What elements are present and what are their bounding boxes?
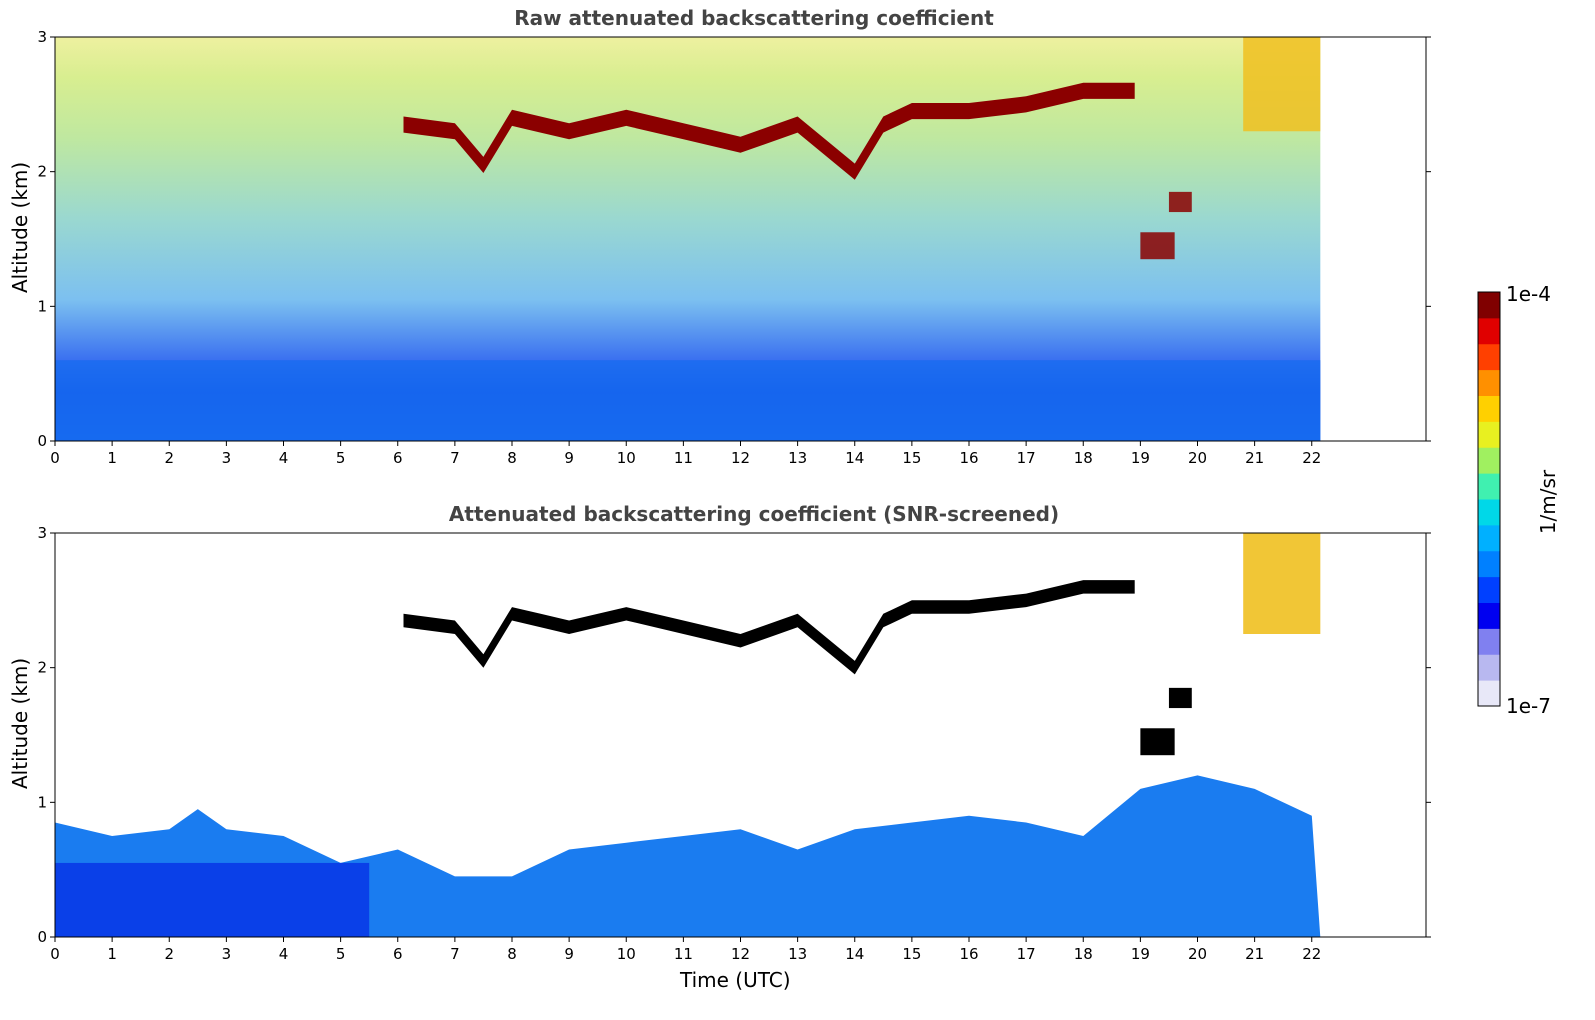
x-tick-label: 3 bbox=[222, 945, 232, 963]
y-tick-label: 0 bbox=[37, 432, 47, 450]
x-tick-label: 8 bbox=[507, 945, 517, 963]
x-tick-label: 22 bbox=[1302, 945, 1321, 963]
x-tick-label: 4 bbox=[279, 449, 289, 467]
colorbar-frame bbox=[1477, 291, 1501, 707]
x-tick-label: 2 bbox=[164, 449, 174, 467]
colorbar-min-label: 1e-7 bbox=[1506, 694, 1551, 718]
y-tick-label: 2 bbox=[37, 163, 47, 181]
screened-cloud-layer bbox=[403, 580, 1135, 675]
x-tick-label: 5 bbox=[336, 945, 346, 963]
x-tick-label: 5 bbox=[336, 449, 346, 467]
feature-3 bbox=[1168, 191, 1192, 213]
cloud-layer-band bbox=[403, 82, 1135, 180]
x-tick-label: 21 bbox=[1245, 945, 1264, 963]
x-tick-label: 17 bbox=[1017, 449, 1036, 467]
colorbar-segment bbox=[1478, 395, 1500, 422]
x-tick-label: 14 bbox=[845, 449, 864, 467]
colorbar-segment bbox=[1478, 576, 1500, 603]
colorbar-segment bbox=[1478, 421, 1500, 448]
x-tick-label: 11 bbox=[674, 945, 693, 963]
top-panel-title: Raw attenuated backscattering coefficien… bbox=[514, 6, 994, 30]
colorbar-segment bbox=[1478, 317, 1500, 345]
x-tick-label: 18 bbox=[1074, 449, 1093, 467]
colorbar-segment bbox=[1478, 628, 1500, 655]
screened-cloud-mid bbox=[1168, 687, 1192, 709]
x-tick-label: 14 bbox=[845, 945, 864, 963]
x-tick-label: 1 bbox=[107, 945, 117, 963]
x-tick-label: 16 bbox=[959, 449, 978, 467]
x-tick-label: 12 bbox=[731, 945, 750, 963]
colorbar-segment bbox=[1478, 473, 1500, 500]
colorbar-segment bbox=[1478, 447, 1500, 474]
screened-high-signal bbox=[1243, 533, 1321, 634]
colorbar-unit-label: 1/m/sr bbox=[1536, 469, 1560, 535]
x-tick-label: 7 bbox=[450, 449, 460, 467]
colorbar-segment bbox=[1478, 499, 1500, 526]
colorbar-segment bbox=[1478, 524, 1500, 552]
y-tick-label: 1 bbox=[37, 793, 47, 811]
colorbar-segment bbox=[1478, 654, 1500, 681]
y-tick-label: 1 bbox=[37, 297, 47, 315]
x-tick-label: 16 bbox=[959, 945, 978, 963]
colorbar-segment bbox=[1478, 369, 1500, 396]
x-tick-label: 9 bbox=[564, 449, 574, 467]
boundary-layer-area bbox=[55, 775, 1321, 937]
colorbar-segment bbox=[1478, 343, 1500, 371]
x-tick-label: 15 bbox=[902, 449, 921, 467]
x-tick-label: 3 bbox=[222, 449, 232, 467]
x-tick-label: 21 bbox=[1245, 449, 1264, 467]
x-tick-label: 18 bbox=[1074, 945, 1093, 963]
feature-4 bbox=[1243, 37, 1321, 132]
feature-0 bbox=[55, 360, 1321, 441]
colorbar-segment bbox=[1478, 550, 1500, 578]
x-tick-label: 17 bbox=[1017, 945, 1036, 963]
x-tick-label: 20 bbox=[1188, 945, 1207, 963]
screened-cloud-low bbox=[1140, 728, 1175, 756]
colorbar-segment bbox=[1478, 292, 1500, 319]
boundary-layer-lower bbox=[55, 862, 370, 937]
x-tick-label: 10 bbox=[617, 945, 636, 963]
feature-2 bbox=[1140, 232, 1175, 260]
y-tick-label: 2 bbox=[37, 659, 47, 677]
colorbar bbox=[1477, 291, 1501, 707]
x-tick-label: 7 bbox=[450, 945, 460, 963]
x-tick-label: 22 bbox=[1302, 449, 1321, 467]
x-tick-label: 15 bbox=[902, 945, 921, 963]
x-tick-label: 11 bbox=[674, 449, 693, 467]
x-tick-label: 20 bbox=[1188, 449, 1207, 467]
colorbar-max-label: 1e-4 bbox=[1506, 282, 1551, 306]
x-tick-label: 6 bbox=[393, 945, 403, 963]
x-tick-label: 1 bbox=[107, 449, 117, 467]
y-tick-label: 3 bbox=[37, 28, 47, 46]
colorbar-segment bbox=[1478, 602, 1500, 629]
x-tick-label: 13 bbox=[788, 945, 807, 963]
y-tick-label: 3 bbox=[37, 524, 47, 542]
x-tick-label: 6 bbox=[393, 449, 403, 467]
y-tick-label: 0 bbox=[37, 928, 47, 946]
x-tick-label: 10 bbox=[617, 449, 636, 467]
x-tick-label: 2 bbox=[164, 945, 174, 963]
x-tick-label: 19 bbox=[1131, 449, 1150, 467]
bottom-x-axis-label: Time (UTC) bbox=[680, 968, 791, 992]
x-tick-label: 4 bbox=[279, 945, 289, 963]
x-tick-label: 8 bbox=[507, 449, 517, 467]
x-tick-label: 0 bbox=[50, 945, 60, 963]
x-tick-label: 12 bbox=[731, 449, 750, 467]
colorbar-segment bbox=[1478, 680, 1500, 707]
bottom-panel-title: Attenuated backscattering coefficient (S… bbox=[448, 502, 1060, 526]
x-tick-label: 13 bbox=[788, 449, 807, 467]
x-tick-label: 19 bbox=[1131, 945, 1150, 963]
x-tick-label: 0 bbox=[50, 449, 60, 467]
x-tick-label: 9 bbox=[564, 945, 574, 963]
